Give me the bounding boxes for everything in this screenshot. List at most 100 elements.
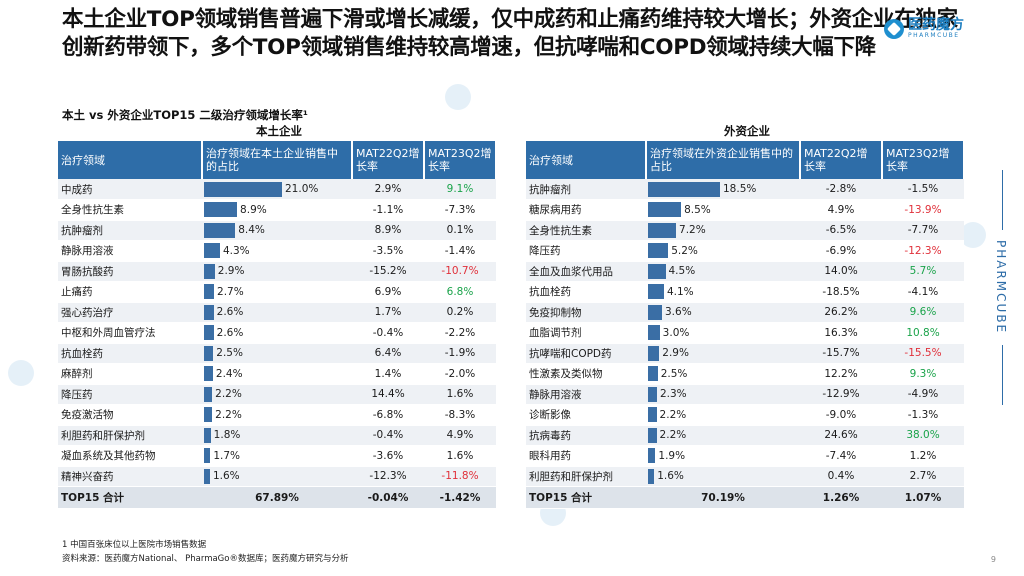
share-cell: 18.5% [646, 179, 800, 200]
total-share: 67.89% [202, 486, 352, 509]
area-cell: 精神兴奋药 [58, 466, 202, 487]
foreign-table: 治疗领域 治疗领域在外资企业销售中的占比 MAT22Q2增长率 MAT23Q2增… [526, 141, 965, 509]
share-cell: 3.6% [646, 302, 800, 323]
area-cell: 凝血系统及其他药物 [58, 445, 202, 467]
table-row: 抗肿瘤剂 8.4% 8.9% 0.1% [58, 220, 496, 241]
area-cell: 抗血栓药 [526, 281, 646, 303]
side-divider [1002, 345, 1003, 405]
share-label: 8.4% [238, 224, 265, 237]
brand-logo: 医药魔方 PHARMCUBE [884, 18, 964, 39]
share-label: 2.5% [660, 367, 688, 380]
share-label: 2.2% [215, 388, 242, 401]
share-bar [648, 448, 656, 464]
share-label: 1.6% [657, 470, 684, 483]
share-label: 1.7% [213, 449, 240, 462]
header-area: 治疗领域 [58, 141, 203, 179]
table-row: 免疫激活物 2.2% -6.8% -8.3% [58, 404, 496, 426]
share-cell: 5.2% [646, 240, 800, 262]
share-label: 1.6% [212, 470, 240, 483]
share-cell: 1.6% [202, 466, 352, 487]
share-bar [648, 304, 662, 320]
share-cell: 2.2% [202, 384, 352, 405]
share-cell: 2.4% [202, 363, 352, 385]
area-cell: 胃肠抗酸药 [58, 261, 202, 282]
share-label: 2.6% [216, 326, 244, 339]
share-bar [204, 345, 214, 361]
share-cell: 4.1% [646, 281, 800, 303]
table-header-row: 治疗领域 治疗领域在外资企业销售中的占比 MAT22Q2增长率 MAT23Q2增… [526, 141, 965, 179]
mat23-cell: 38.0% [882, 425, 964, 446]
share-bar [204, 366, 213, 382]
share-label: 2.7% [217, 285, 244, 298]
share-bar [648, 222, 677, 238]
share-cell: 1.7% [202, 445, 352, 467]
table-row: 抗血栓药 2.5% 6.4% -1.9% [58, 343, 496, 364]
mat23-cell: -7.7% [882, 220, 964, 241]
mat22-cell: 0.4% [800, 466, 882, 487]
table-row: 降压药 2.2% 14.4% 1.6% [58, 384, 496, 405]
share-cell: 2.2% [646, 425, 800, 446]
mat22-cell: -7.4% [800, 445, 882, 467]
page-number: 9 [990, 555, 996, 564]
area-cell: 抗肿瘤剂 [58, 220, 202, 241]
table-row: 抗哮喘和COPD药 2.9% -15.7% -15.5% [526, 343, 964, 364]
table-row: 糖尿病用药 8.5% 4.9% -13.9% [526, 199, 964, 221]
share-bar [648, 427, 657, 443]
mat22-cell: -3.5% [352, 240, 424, 262]
mat22-cell: 2.9% [352, 179, 424, 200]
share-bar [204, 304, 214, 320]
area-cell: 降压药 [58, 384, 202, 405]
share-cell: 1.8% [202, 425, 352, 446]
mat22-cell: 26.2% [800, 302, 882, 323]
share-cell: 4.3% [202, 240, 352, 262]
share-label: 21.0% [285, 183, 319, 195]
table-row: 精神兴奋药 1.6% -12.3% -11.8% [58, 466, 496, 487]
domestic-table: 治疗领域 治疗领域在本土企业销售中的占比 MAT22Q2增长率 MAT23Q2增… [58, 141, 497, 509]
share-bar [204, 263, 215, 279]
mat23-cell: -13.9% [882, 199, 964, 221]
share-label: 3.6% [665, 306, 692, 319]
mat23-cell: -1.4% [424, 240, 496, 262]
table-row: 抗病毒药 2.2% 24.6% 38.0% [526, 425, 964, 446]
share-label: 2.5% [216, 347, 243, 360]
table-row: 全身性抗生素 8.9% -1.1% -7.3% [58, 199, 496, 221]
share-cell: 3.0% [646, 322, 800, 344]
table-row: 中枢和外周血管疗法 2.6% -0.4% -2.2% [58, 322, 496, 344]
table-row: 诊断影像 2.2% -9.0% -1.3% [526, 404, 964, 426]
area-cell: 抗病毒药 [526, 425, 646, 446]
share-cell: 8.9% [202, 199, 352, 221]
share-label: 2.2% [659, 429, 687, 442]
table-row: 利胆药和肝保护剂 1.6% 0.4% 2.7% [526, 466, 964, 487]
share-label: 2.4% [215, 367, 243, 380]
share-label: 2.6% [216, 306, 244, 319]
header-mat23: MAT23Q2增长率 [424, 141, 497, 179]
share-cell: 2.9% [646, 343, 800, 364]
mat22-cell: 8.9% [352, 220, 424, 241]
share-bar [648, 468, 655, 484]
table-row: 抗血栓药 4.1% -18.5% -4.1% [526, 281, 964, 303]
mat23-cell: -4.1% [882, 281, 964, 303]
table-row: 利胆药和肝保护剂 1.8% -0.4% 4.9% [58, 425, 496, 446]
section-subtitle: 本土 vs 外资企业TOP15 二级治疗领域增长率¹ [62, 108, 308, 122]
area-cell: 中成药 [58, 179, 202, 200]
mat23-cell: 4.9% [424, 425, 496, 446]
mat23-cell: 10.8% [882, 322, 964, 344]
side-divider [1002, 170, 1003, 230]
total-label: TOP15 合计 [58, 486, 202, 509]
table-row: 眼科用药 1.9% -7.4% 1.2% [526, 445, 964, 467]
share-label: 1.9% [658, 449, 686, 462]
mat22-cell: -0.4% [352, 322, 424, 344]
share-bar [204, 407, 213, 423]
share-bar [648, 284, 664, 300]
share-bar [648, 366, 658, 382]
area-cell: 强心药治疗 [58, 302, 202, 323]
share-bar [204, 427, 211, 443]
header-share: 治疗领域在本土企业销售中的占比 [202, 141, 353, 179]
area-cell: 止痛药 [58, 281, 202, 303]
mat22-cell: -0.4% [352, 425, 424, 446]
table-header-row: 治疗领域 治疗领域在本土企业销售中的占比 MAT22Q2增长率 MAT23Q2增… [58, 141, 497, 179]
table-row: 全血及血浆代用品 4.5% 14.0% 5.7% [526, 261, 964, 282]
share-cell: 2.9% [202, 261, 352, 282]
table-row: 血脂调节剂 3.0% 16.3% 10.8% [526, 322, 964, 344]
share-bar [204, 222, 236, 238]
